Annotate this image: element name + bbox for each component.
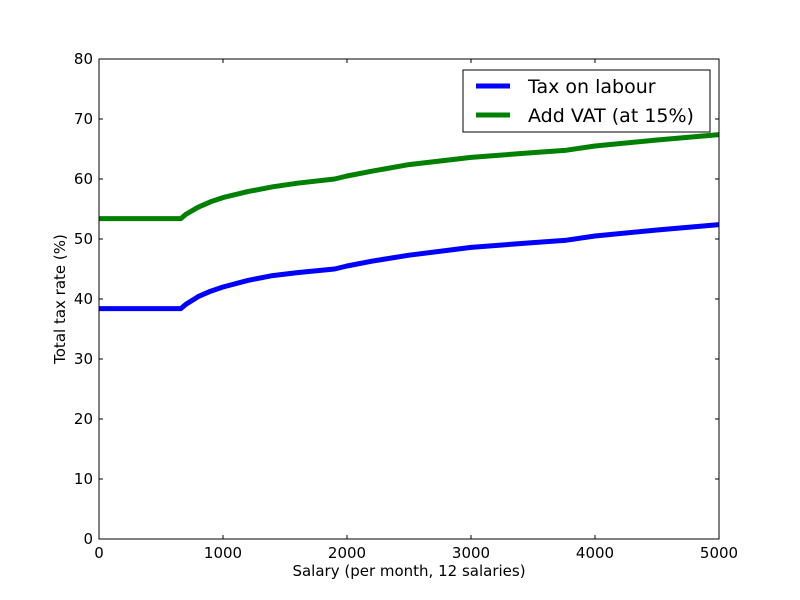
series-line-1 [99, 132, 720, 222]
legend-label-add-vat: Add VAT (at 15%) [528, 105, 694, 127]
legend-box [462, 69, 711, 133]
y-tick-label: 80 [74, 50, 93, 68]
y-tick-label: 70 [74, 110, 93, 128]
y-tick-label: 0 [83, 530, 93, 548]
series-layer [99, 132, 720, 312]
x-tick-label: 0 [94, 544, 104, 562]
y-tick-label: 50 [74, 230, 93, 248]
x-tick-label: 4000 [576, 544, 614, 562]
y-tick-label: 30 [74, 350, 93, 368]
legend-label-tax-on-labour: Tax on labour [527, 76, 656, 98]
y-axis-label: Total tax rate (%) [51, 234, 69, 365]
legend: Tax on labour Add VAT (at 15%) [462, 69, 711, 133]
y-tick-label: 10 [74, 470, 93, 488]
x-tick-label: 1000 [204, 544, 242, 562]
y-tick-label: 20 [74, 410, 93, 428]
x-tick-label: 3000 [452, 544, 490, 562]
x-tick-label: 5000 [700, 544, 738, 562]
x-axis-label: Salary (per month, 12 salaries) [292, 562, 525, 580]
y-tick-label: 40 [74, 290, 93, 308]
x-tick-label: 2000 [328, 544, 366, 562]
series-line-0 [99, 222, 720, 312]
y-tick-label: 60 [74, 170, 93, 188]
tick-layer: 0 1000 2000 3000 4000 5000 0 10 20 30 40 50 60 70 80 [74, 50, 738, 562]
